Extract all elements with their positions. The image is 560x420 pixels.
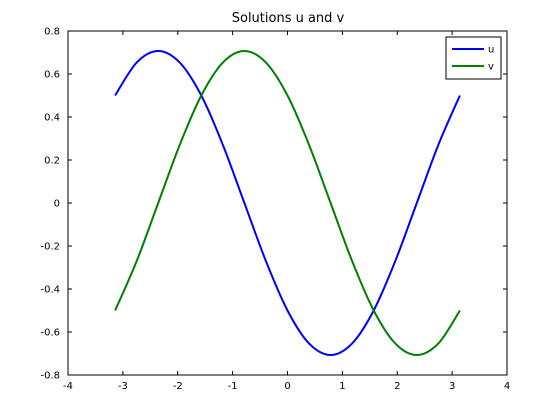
series-lines: [114, 49, 461, 357]
x-tick-label: 1: [339, 381, 345, 392]
y-tick-label: 0: [54, 199, 60, 210]
x-tick-label: -2: [173, 381, 183, 392]
y-tick-label: 0.8: [44, 27, 60, 38]
x-tick-label: -1: [228, 381, 238, 392]
axis-ticks: -4 -3 -2 -1 0 1 2 3 4 -0.8 -0.6 -0.4 -0.2 0 0.2 0.4 0.6 0…: [40, 27, 510, 393]
y-tick-label: 0.2: [44, 156, 60, 167]
x-tick-label: -4: [63, 381, 73, 392]
y-tick-label: -0.2: [40, 242, 60, 253]
series-line-v: [114, 49, 461, 357]
legend-label-u: u: [488, 45, 494, 56]
legend-box: [445, 36, 502, 80]
y-tick-label: -0.4: [40, 285, 60, 296]
x-tick-label: 3: [449, 381, 455, 392]
x-tick-label: -3: [118, 381, 128, 392]
legend-label-v: v: [488, 62, 494, 73]
y-tick-label: 0.6: [44, 70, 60, 81]
y-tick-label: -0.6: [40, 328, 60, 339]
x-tick-label: 2: [394, 381, 400, 392]
series-line-u: [114, 49, 461, 357]
y-tick-label: 0.4: [44, 113, 60, 124]
y-tick-label: -0.8: [40, 371, 60, 382]
x-tick-label: 4: [504, 381, 510, 392]
chart-title: Solutions u and v: [232, 11, 345, 26]
x-tick-label: 0: [284, 381, 290, 392]
plot-area: [67, 30, 508, 376]
legend: uv: [445, 36, 502, 80]
